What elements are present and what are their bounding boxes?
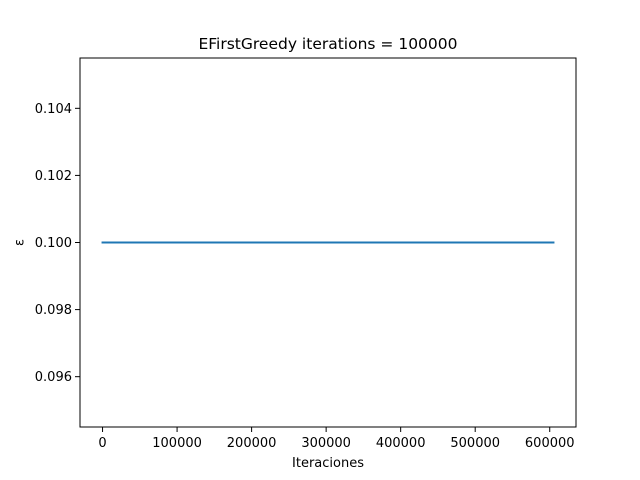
x-axis-ticks: 0 100000 200000 300000 400000 500000 600000: [98, 427, 575, 451]
y-tick-label: 0.100: [35, 236, 72, 251]
x-tick-label: 0: [98, 436, 106, 451]
y-axis-label: ε: [13, 239, 28, 246]
x-tick-label: 300000: [301, 436, 351, 451]
x-tick-label: 600000: [525, 436, 575, 451]
x-tick-label: 200000: [227, 436, 277, 451]
x-tick-label: 100000: [152, 436, 202, 451]
y-tick-label: 0.102: [35, 169, 72, 184]
x-tick-label: 500000: [450, 436, 500, 451]
y-tick-label: 0.096: [35, 370, 72, 385]
x-axis-label: Iteraciones: [292, 456, 364, 471]
y-tick-label: 0.098: [35, 303, 72, 318]
x-tick-label: 400000: [376, 436, 426, 451]
y-axis-ticks: 0.096 0.098 0.100 0.102 0.104: [35, 102, 80, 385]
y-tick-label: 0.104: [35, 102, 72, 117]
chart-title: EFirstGreedy iterations = 100000: [198, 35, 457, 53]
